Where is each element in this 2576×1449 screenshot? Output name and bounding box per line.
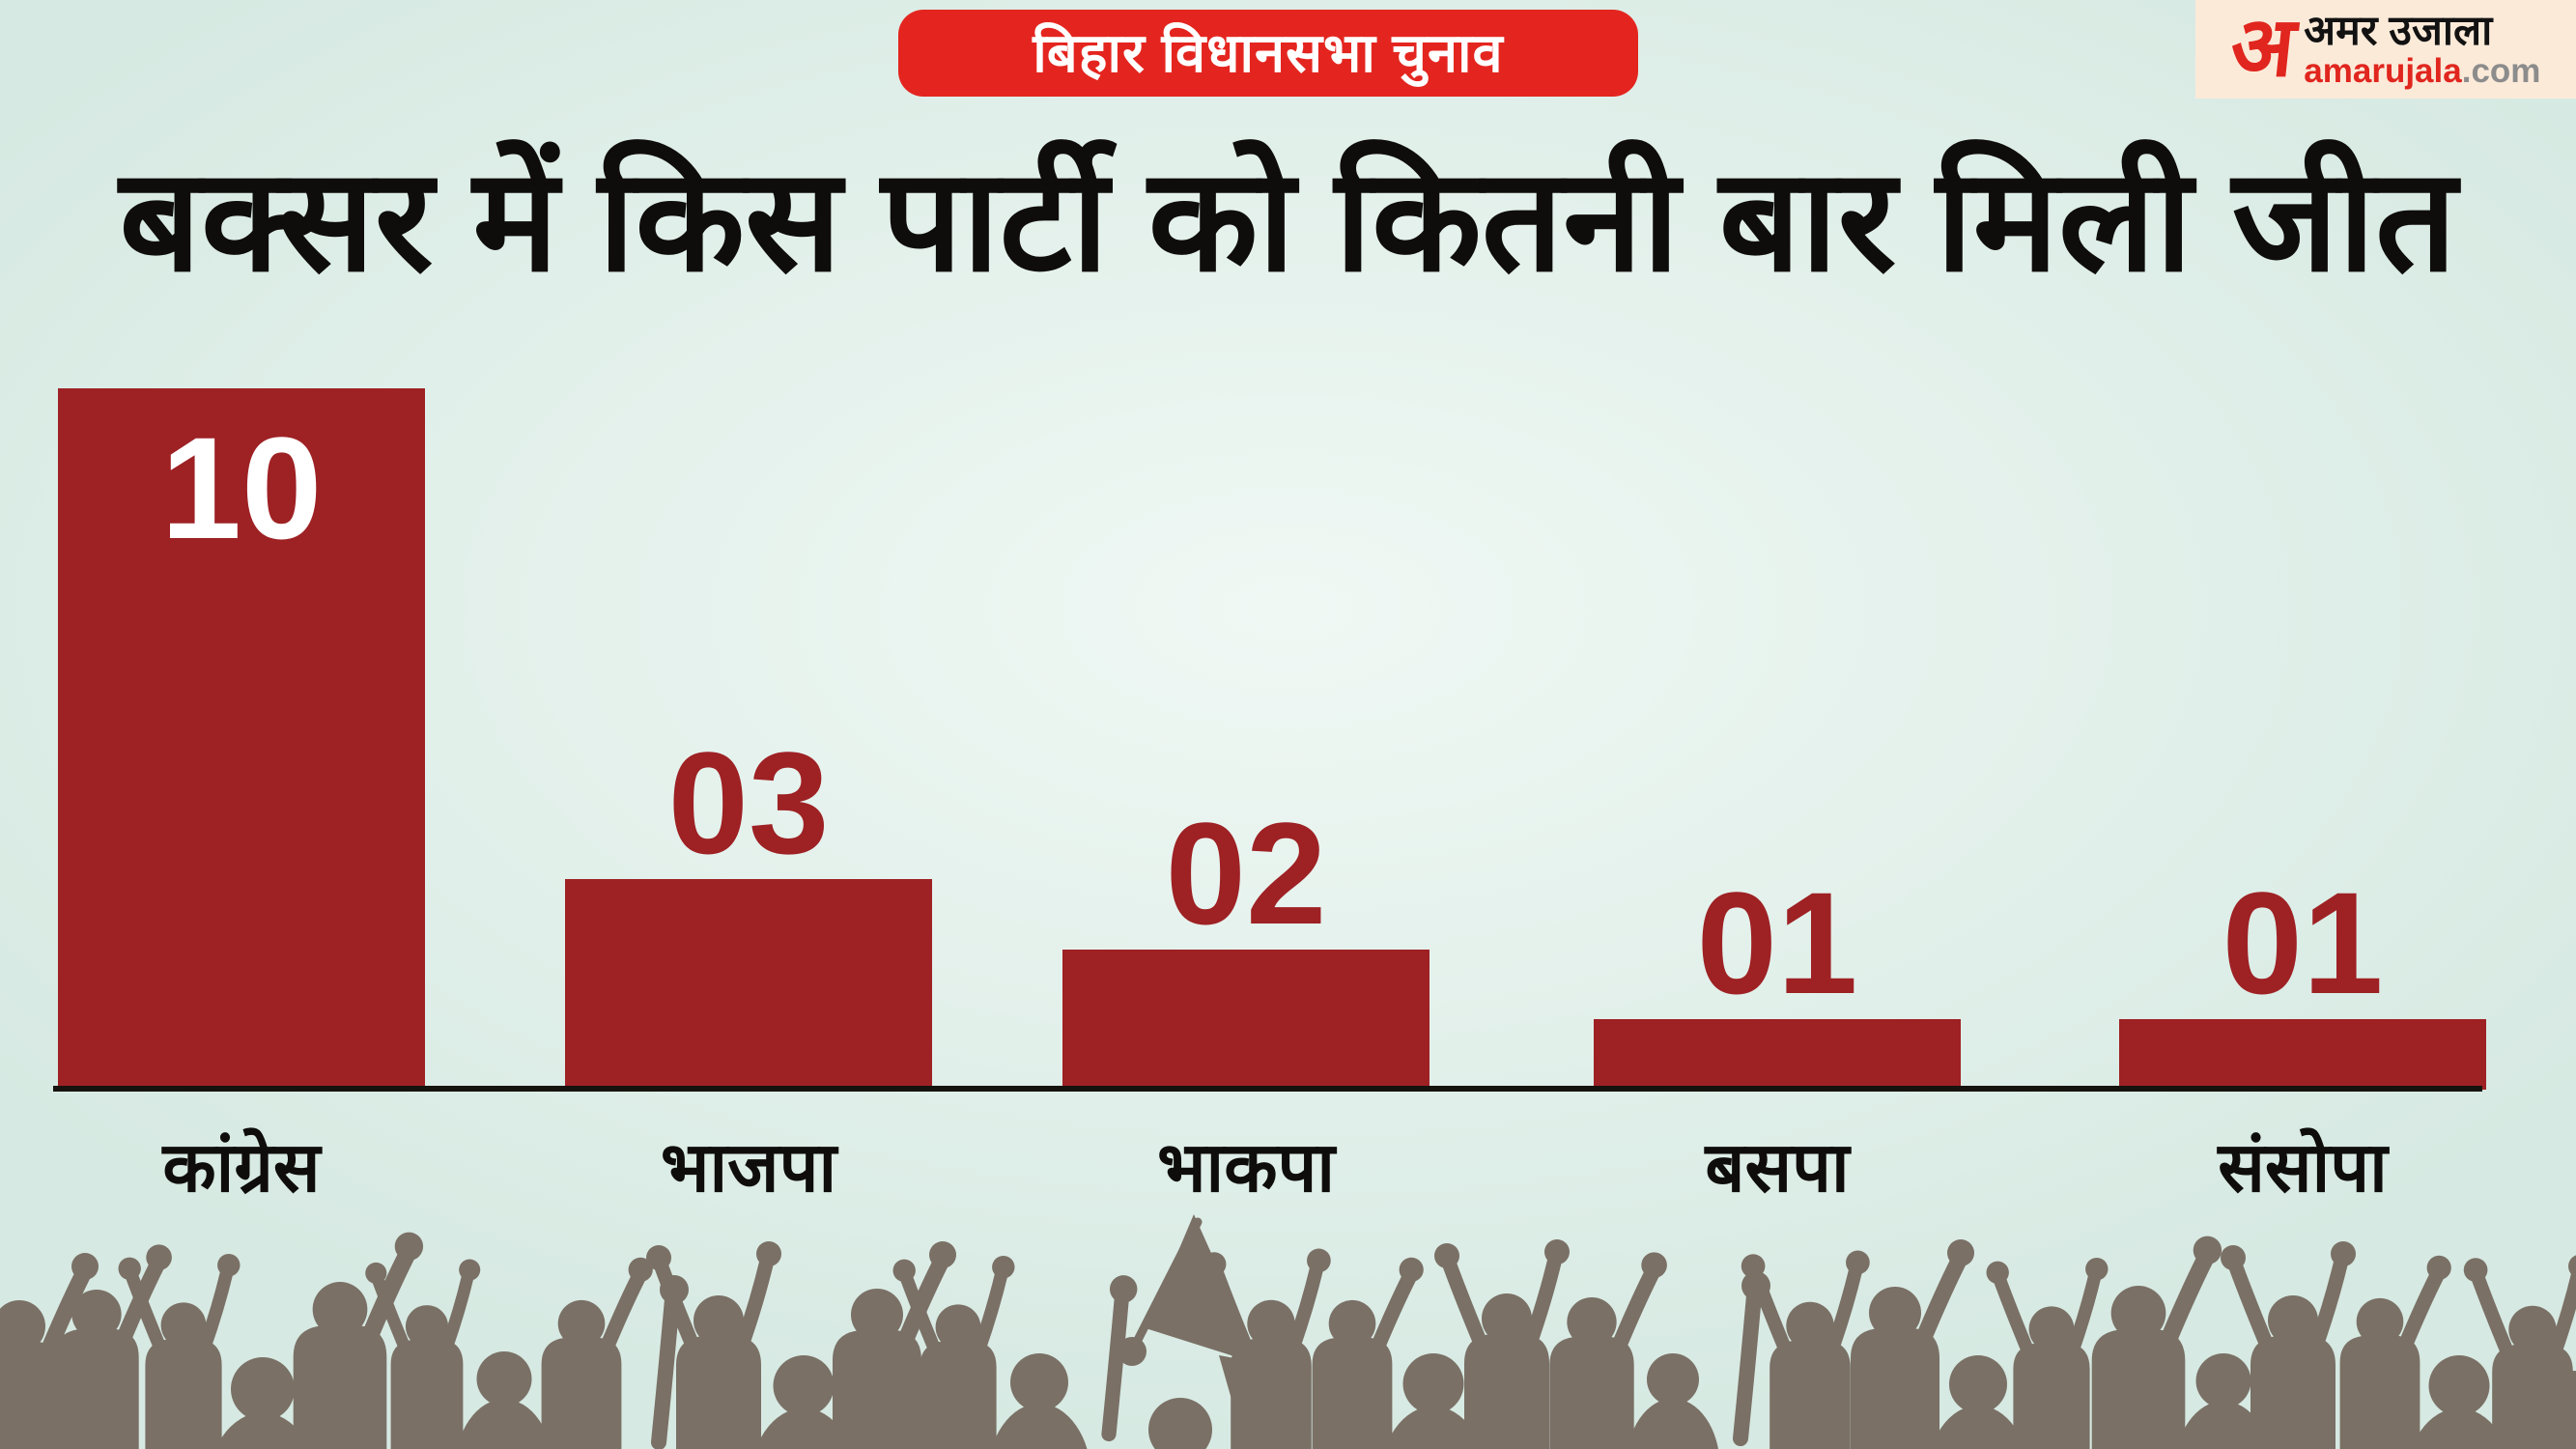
bar-cpi xyxy=(1062,950,1430,1090)
amar-ujala-monogram-icon: अ xyxy=(2225,1,2300,94)
bar-value-label-cpi: 02 xyxy=(1165,792,1327,954)
logo-domain-tld: .com xyxy=(2461,52,2541,90)
topic-badge-label: बिहार विधानसभा चुनाव xyxy=(1033,22,1504,83)
x-axis-line xyxy=(53,1086,2482,1092)
category-label-bjp: भाजपा xyxy=(660,1129,837,1207)
crowd-silhouette xyxy=(0,1214,2576,1449)
amar-ujala-logo[interactable]: अ अमर उजाला amarujala.com xyxy=(2195,0,2576,99)
logo-text: अमर उजाला amarujala.com xyxy=(2304,8,2540,89)
page-title: बक्सर में किस पार्टी को कितनी बार मिली ज… xyxy=(119,141,2457,300)
bar-congress: 10 xyxy=(58,388,425,1090)
logo-brand-name: अमर उजाला xyxy=(2304,8,2493,54)
bar-column-cpi: 02 xyxy=(1053,367,1439,1090)
bar-value-label-ssp: 01 xyxy=(2222,862,2384,1024)
logo-domain: amarujala.com xyxy=(2304,54,2540,88)
bar-value-label-bjp: 03 xyxy=(667,722,830,884)
bar-column-bjp: 03 xyxy=(555,367,942,1090)
bar-value-label-bsp: 01 xyxy=(1696,862,1858,1024)
bar-value-label-congress: 10 xyxy=(160,407,323,569)
bar-column-bsp: 01 xyxy=(1584,367,1970,1090)
bar-bjp xyxy=(565,879,932,1090)
bar-bsp xyxy=(1594,1019,1961,1090)
category-label-bsp: बसपा xyxy=(1705,1129,1850,1207)
bar-column-congress: 10 xyxy=(48,367,435,1090)
topic-badge: बिहार विधानसभा चुनाव xyxy=(898,10,1638,97)
category-label-congress: कांग्रेस xyxy=(162,1129,321,1207)
bar-ssp xyxy=(2119,1019,2486,1090)
category-label-cpi: भाकपा xyxy=(1156,1129,1336,1207)
logo-domain-name: amarujala xyxy=(2304,52,2462,90)
bar-column-ssp: 01 xyxy=(2109,367,2496,1090)
category-label-ssp: संसोपा xyxy=(2218,1129,2388,1207)
